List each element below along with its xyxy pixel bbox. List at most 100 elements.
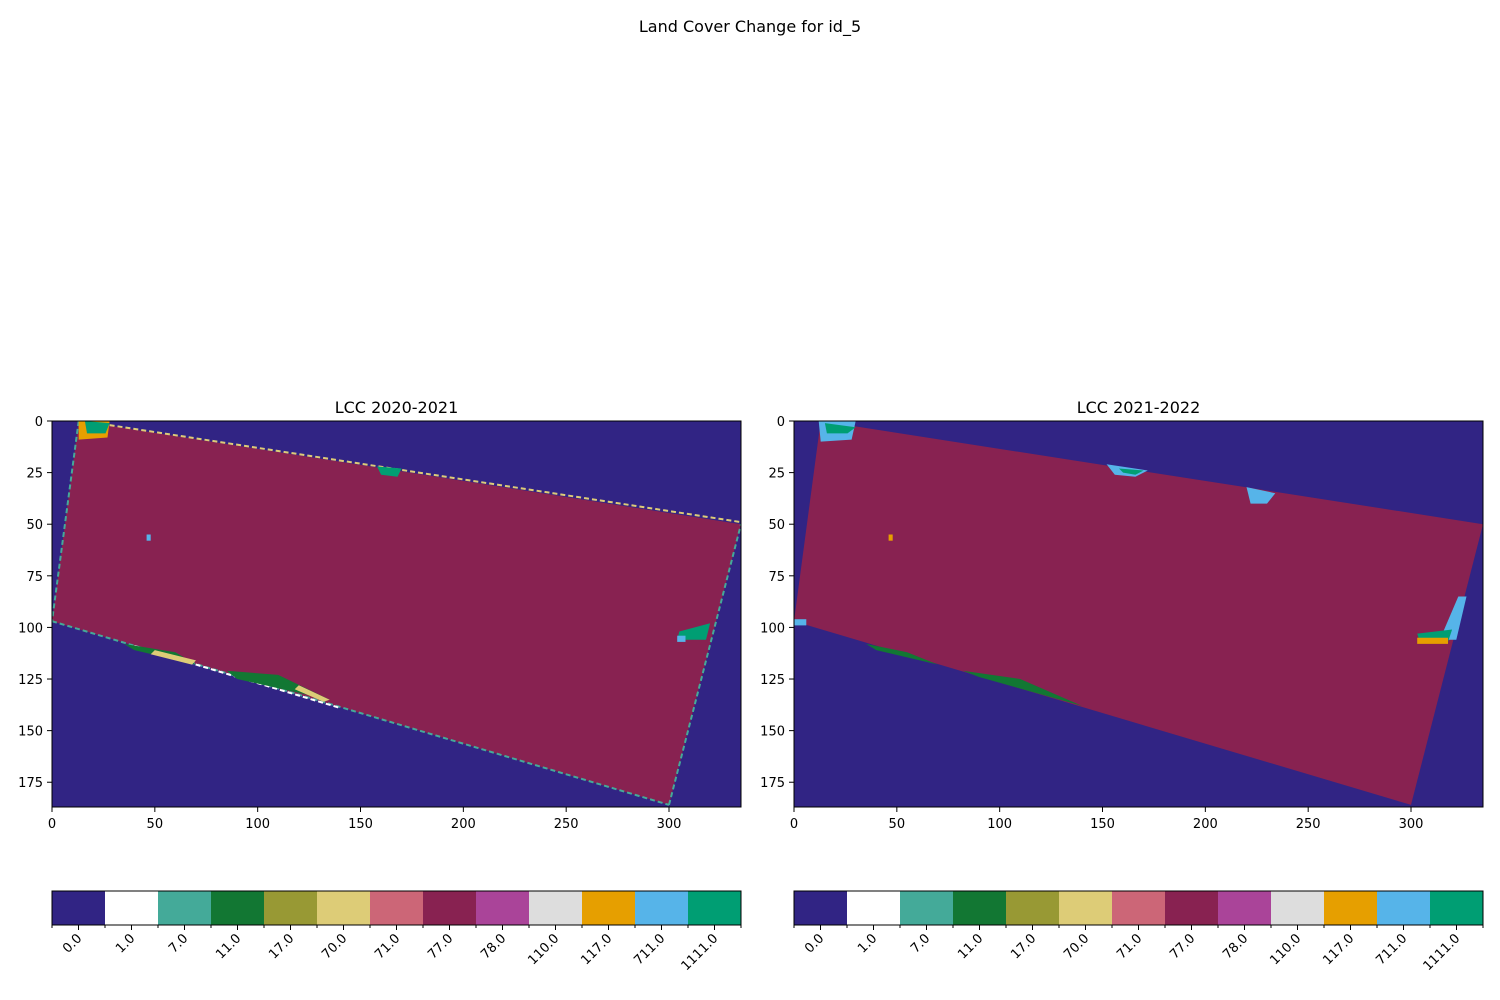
colorbar-tick-label: 17.0 xyxy=(1008,931,1039,962)
colorbar-tick-label: 0.0 xyxy=(802,931,827,956)
colorbar-swatch xyxy=(370,891,424,925)
x-tick-label: 50 xyxy=(889,817,906,832)
plot-area xyxy=(52,421,741,807)
colorbar-swatch xyxy=(317,891,371,925)
y-tick-label: 25 xyxy=(26,467,43,482)
colorbar-swatch xyxy=(105,891,159,925)
y-tick-label: 50 xyxy=(768,518,785,533)
colorbar-swatch xyxy=(1324,891,1378,925)
x-tick-label: 50 xyxy=(147,817,164,832)
colorbar-tick-label: 7.0 xyxy=(166,931,191,956)
colorbar-tick-label: 70.0 xyxy=(1061,931,1092,962)
y-tick-label: 150 xyxy=(18,725,43,740)
colorbar-swatch xyxy=(1006,891,1060,925)
colorbar-tick-label: 711.0 xyxy=(1373,931,1410,968)
y-tick-label: 175 xyxy=(760,776,785,791)
colorbar-tick-label: 17.0 xyxy=(266,931,297,962)
class-patch xyxy=(1119,468,1144,475)
y-tick-label: 125 xyxy=(18,673,43,688)
class-patch xyxy=(677,623,711,640)
colorbar-tick-label: 1.0 xyxy=(855,931,880,956)
colorbar-swatch xyxy=(688,891,742,925)
edge-line xyxy=(668,523,741,806)
colorbar-tick-label: 7.0 xyxy=(908,931,933,956)
colorbar-swatch xyxy=(158,891,212,925)
class-patch xyxy=(1439,596,1467,640)
x-tick-label: 0 xyxy=(48,817,56,832)
colorbar-swatch xyxy=(1112,891,1166,925)
class-patch xyxy=(866,643,938,665)
subplot-title: LCC 2020-2021 xyxy=(335,398,459,417)
colorbar-tick-label: 11.0 xyxy=(213,931,244,962)
class-patch xyxy=(1246,487,1276,504)
colorbar-tick-label: 711.0 xyxy=(631,931,668,968)
class-patch xyxy=(146,534,151,541)
y-tick-label: 25 xyxy=(768,467,785,482)
y-tick-label: 100 xyxy=(18,621,43,636)
x-tick-label: 200 xyxy=(1193,817,1218,832)
colorbar-swatch xyxy=(900,891,954,925)
colorbar-tick-label: 117.0 xyxy=(1320,931,1357,968)
panel-1: LCC 2020-2021 0 50 100 150 200 250 300 0 25 50 75 10… xyxy=(18,398,742,974)
class-patch xyxy=(677,635,686,642)
colorbar-tick-label: 78.0 xyxy=(478,931,509,962)
colorbar-tick-label: 78.0 xyxy=(1220,931,1251,962)
class-patch xyxy=(824,423,856,434)
colorbar-swatch xyxy=(1271,891,1325,925)
colorbar-tick-label: 110.0 xyxy=(525,931,562,968)
panel-2: LCC 2021-2022 0 50 100 150 200 250 300 0 25 50 75 10… xyxy=(760,398,1484,974)
colorbar-swatch xyxy=(423,891,477,925)
colorbar-tick-label: 1111.0 xyxy=(1421,931,1464,974)
y-tick-label: 0 xyxy=(35,415,43,430)
axes-frame xyxy=(51,420,742,808)
y-tick-label: 75 xyxy=(26,570,43,585)
colorbar-tick-label: 70.0 xyxy=(319,931,350,962)
class-patch xyxy=(150,650,196,665)
axes-frame xyxy=(793,420,1484,808)
edge-line xyxy=(109,424,741,524)
colorbar-swatch xyxy=(52,891,106,925)
class-patch xyxy=(84,421,110,434)
class-patch xyxy=(888,534,893,541)
class-patch xyxy=(1417,637,1448,644)
x-tick-label: 100 xyxy=(987,817,1012,832)
colorbar-tick-label: 1111.0 xyxy=(679,931,722,974)
x-tick-label: 250 xyxy=(1296,817,1321,832)
colorbar-swatch xyxy=(1377,891,1431,925)
colorbar-tick-label: 77.0 xyxy=(1167,931,1198,962)
class-patch xyxy=(962,670,1082,706)
field-region xyxy=(52,421,741,805)
x-tick-label: 150 xyxy=(348,817,373,832)
colorbar-tick-label: 117.0 xyxy=(578,931,615,968)
y-tick-label: 150 xyxy=(760,725,785,740)
class-patch xyxy=(794,619,807,626)
colorbar-tick-label: 77.0 xyxy=(425,931,456,962)
y-tick-label: 125 xyxy=(760,673,785,688)
y-tick-label: 0 xyxy=(777,415,785,430)
colorbar-tick-label: 1.0 xyxy=(113,931,138,956)
x-tick-label: 250 xyxy=(554,817,579,832)
y-tick-label: 75 xyxy=(768,570,785,585)
class-patch xyxy=(377,466,402,477)
colorbar-swatch xyxy=(211,891,265,925)
field-region xyxy=(794,421,1483,805)
x-tick-label: 300 xyxy=(1399,817,1424,832)
y-tick-label: 100 xyxy=(760,621,785,636)
colorbar-swatch xyxy=(582,891,636,925)
x-tick-label: 100 xyxy=(245,817,270,832)
colorbar-tick-label: 11.0 xyxy=(955,931,986,962)
colorbar-tick-label: 71.0 xyxy=(372,931,403,962)
colorbar-swatch xyxy=(635,891,689,925)
colorbar-tick-label: 0.0 xyxy=(60,931,85,956)
colorbar-swatch xyxy=(264,891,318,925)
colorbar-tick-label: 71.0 xyxy=(1114,931,1145,962)
colorbar-swatch xyxy=(953,891,1007,925)
subplot-title: LCC 2021-2022 xyxy=(1077,398,1201,417)
x-tick-label: 300 xyxy=(657,817,682,832)
colorbar-swatch xyxy=(476,891,530,925)
colorbar-swatch xyxy=(1218,891,1272,925)
colorbar-swatch xyxy=(529,891,583,925)
colorbar-swatch xyxy=(1430,891,1484,925)
x-tick-label: 150 xyxy=(1090,817,1115,832)
